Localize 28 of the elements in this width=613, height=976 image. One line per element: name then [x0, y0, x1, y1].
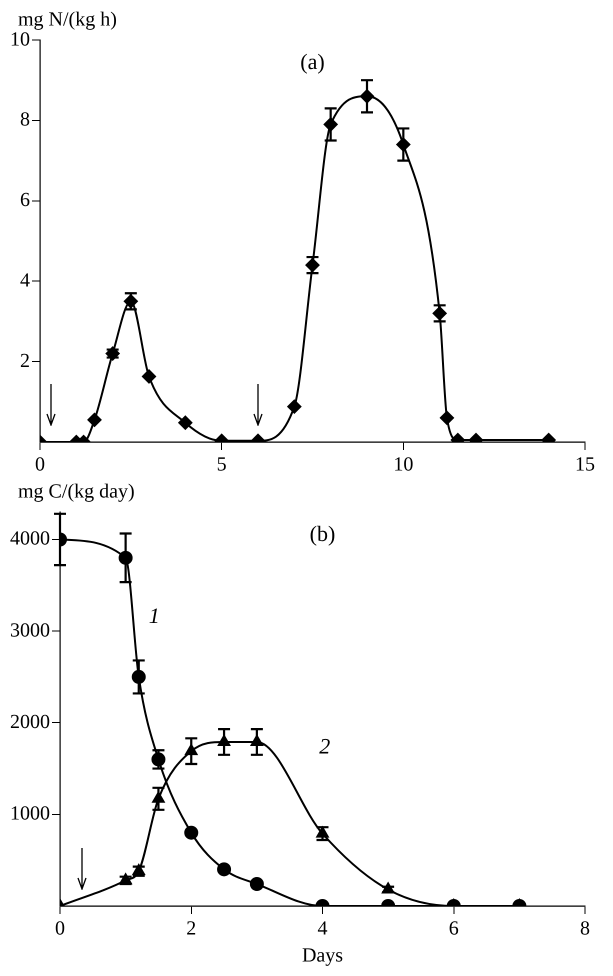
series-label: 2: [319, 734, 330, 759]
x-tick-label: 15: [575, 453, 595, 476]
x-axis-title: Days: [302, 944, 344, 966]
x-tick-label: 6: [448, 917, 459, 940]
y-tick-label: 2000: [10, 710, 50, 733]
chart-title: (a): [300, 48, 325, 74]
y-tick-label: 3000: [10, 619, 50, 642]
y-tick-label: 4000: [10, 528, 50, 550]
y-tick-label: 10: [10, 28, 30, 50]
chart-title: (b): [310, 520, 336, 546]
point: [217, 862, 232, 876]
y-tick-label: 4: [20, 269, 30, 292]
point: [184, 826, 198, 840]
x-tick-label: 2: [186, 917, 196, 940]
y-axis-title: mg N/(kg h): [18, 8, 117, 30]
x-tick-label: 10: [393, 453, 414, 476]
x-tick-label: 5: [216, 453, 227, 476]
x-tick-label: 0: [55, 917, 65, 940]
y-tick-label: 2: [20, 350, 30, 372]
x-tick-label: 4: [318, 917, 328, 940]
y-tick-label: 6: [20, 189, 30, 212]
x-tick-label: 0: [35, 453, 45, 476]
y-tick-label: 8: [20, 108, 30, 131]
point: [250, 877, 264, 892]
x-tick-label: 8: [580, 917, 590, 940]
series-label: 1: [148, 603, 160, 628]
y-axis-title: mg C/(kg day): [18, 480, 135, 502]
y-tick-label: 1000: [10, 802, 50, 825]
